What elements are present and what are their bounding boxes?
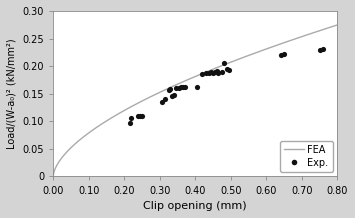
Point xyxy=(215,71,221,75)
Point xyxy=(139,114,145,118)
Point xyxy=(180,85,186,89)
Point xyxy=(129,116,134,120)
Point xyxy=(317,48,322,51)
Point xyxy=(137,114,143,118)
Point xyxy=(219,70,225,73)
Point xyxy=(194,85,200,88)
Point xyxy=(169,95,175,98)
X-axis label: Clip opening (mm): Clip opening (mm) xyxy=(143,201,247,211)
Legend: FEA, Exp.: FEA, Exp. xyxy=(280,141,333,172)
Point xyxy=(127,121,132,125)
Point xyxy=(278,53,283,57)
Point xyxy=(221,61,226,65)
Point xyxy=(166,88,171,92)
Point xyxy=(182,85,187,88)
Point xyxy=(159,100,164,104)
Point xyxy=(226,68,232,72)
Point xyxy=(136,115,141,118)
Point xyxy=(320,47,326,51)
Y-axis label: Load/(W-a₀)² (kN/mm²): Load/(W-a₀)² (kN/mm²) xyxy=(7,38,17,149)
Point xyxy=(178,85,184,89)
Point xyxy=(208,70,214,73)
Point xyxy=(203,71,209,75)
Point xyxy=(168,88,173,91)
Point xyxy=(212,70,218,73)
Point xyxy=(210,71,216,75)
Point xyxy=(207,71,212,75)
Point xyxy=(200,73,205,76)
Point xyxy=(281,52,287,56)
Point xyxy=(224,67,230,71)
Point xyxy=(176,86,182,89)
Point xyxy=(162,97,168,101)
Point xyxy=(173,87,179,90)
Point xyxy=(214,69,219,72)
Point xyxy=(171,93,177,97)
